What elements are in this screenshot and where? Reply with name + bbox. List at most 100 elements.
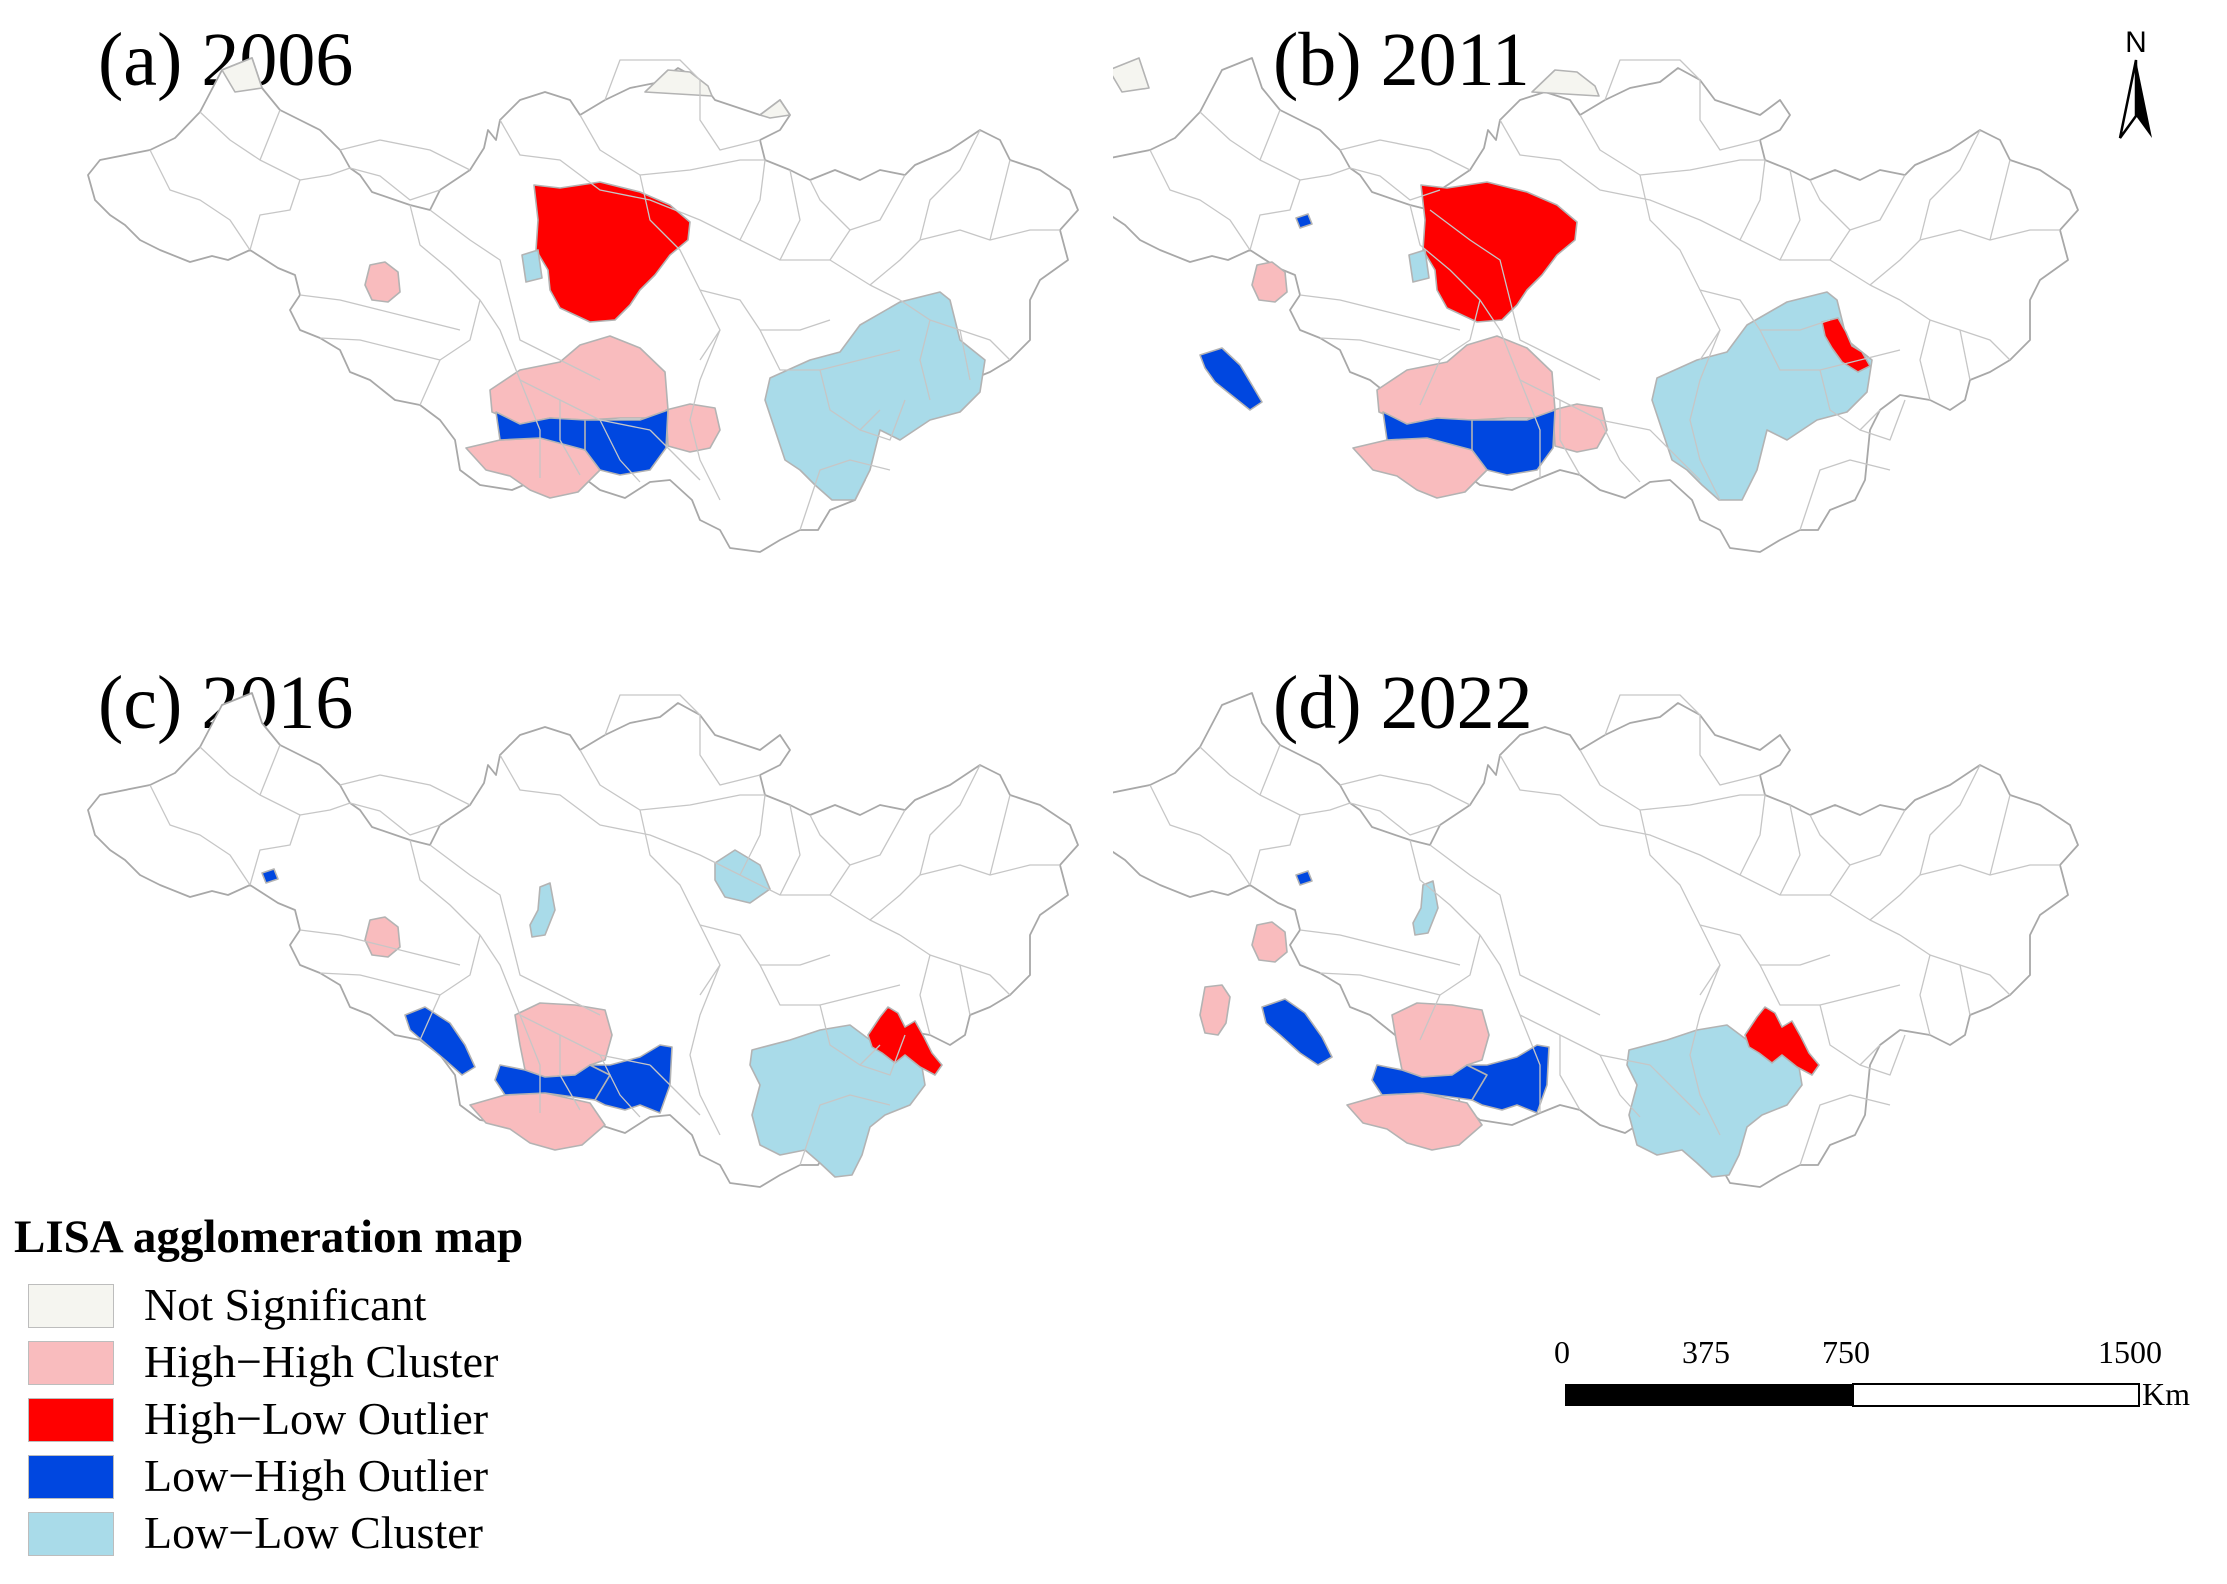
scale-tick-0: 0 bbox=[1554, 1334, 1570, 1370]
boundary-line bbox=[819, 369, 881, 431]
region-low-low bbox=[749, 1024, 926, 1178]
region-high-high bbox=[469, 1092, 606, 1151]
region-high-low bbox=[1821, 317, 1871, 373]
boundary-line bbox=[1299, 294, 1461, 331]
boundary-line bbox=[829, 809, 906, 896]
boundary-line bbox=[639, 809, 721, 996]
legend-label-low-low: Low−Low Cluster bbox=[144, 1507, 483, 1558]
boundary-line bbox=[1739, 794, 1766, 876]
region-high-high bbox=[1251, 921, 1288, 963]
boundary-line bbox=[579, 114, 765, 176]
boundary-line bbox=[599, 419, 641, 483]
boundary-line bbox=[1819, 369, 1881, 431]
region-low-high bbox=[1261, 998, 1333, 1066]
map-panel-2006: (a) 2006 bbox=[0, 0, 1113, 640]
boundary-line bbox=[799, 1094, 891, 1166]
region-outline bbox=[1113, 692, 2079, 1188]
legend-label-high-high: High−High Cluster bbox=[144, 1336, 499, 1387]
boundary-line bbox=[779, 804, 801, 896]
region-high-high bbox=[1552, 403, 1608, 453]
boundary-line bbox=[869, 229, 1060, 286]
boundary-line bbox=[559, 400, 581, 476]
boundary-line bbox=[1989, 159, 2011, 241]
boundary-line bbox=[349, 802, 441, 836]
region-low-high bbox=[1295, 213, 1313, 229]
region-not-significant bbox=[759, 99, 791, 119]
boundary-line bbox=[199, 111, 301, 181]
boundary-line bbox=[919, 954, 931, 1036]
legend-item-low-low: Low−Low Cluster bbox=[28, 1504, 628, 1562]
legend-swatch-not-significant bbox=[28, 1284, 114, 1328]
panel-title-2022: (d) 2022 bbox=[1273, 661, 1533, 745]
boundary-line bbox=[429, 844, 601, 1016]
boundary-line bbox=[959, 964, 971, 1016]
legend-label-not-significant: Not Significant bbox=[144, 1279, 427, 1330]
lisa-map-2006 bbox=[87, 57, 1079, 553]
boundary-line bbox=[1859, 399, 1906, 441]
region-high-high bbox=[1251, 261, 1288, 303]
legend-swatch-low-low bbox=[28, 1512, 114, 1556]
boundary-line bbox=[1779, 169, 1801, 261]
boundary-line bbox=[1319, 972, 1441, 996]
scale-unit: Km bbox=[2142, 1376, 2190, 1412]
map-panel-2011: (b) 2011 bbox=[1113, 0, 2226, 640]
region-high-high bbox=[665, 403, 721, 453]
boundary-line bbox=[1739, 159, 1766, 241]
scale-tick-1500: 1500 bbox=[2098, 1334, 2162, 1370]
lisa-map-2016 bbox=[87, 692, 1079, 1188]
boundary-line bbox=[869, 864, 1060, 921]
boundary-line bbox=[1499, 754, 1901, 936]
scale-bar: 0 375 750 1500 Km bbox=[1550, 1334, 2227, 1424]
boundary-line bbox=[819, 1004, 881, 1066]
boundary-line bbox=[429, 209, 601, 381]
boundary-line bbox=[1149, 149, 1251, 251]
boundary-line bbox=[959, 329, 971, 381]
scale-bar-graphic bbox=[1565, 1383, 2140, 1407]
boundary-line bbox=[1639, 174, 1721, 361]
boundary-line bbox=[299, 294, 461, 331]
boundary-line bbox=[499, 119, 901, 301]
legend-label-low-high: Low−High Outlier bbox=[144, 1450, 489, 1501]
boundary-line bbox=[599, 1054, 641, 1118]
legend-swatch-high-low bbox=[28, 1398, 114, 1442]
boundary-line bbox=[809, 814, 851, 866]
boundary-line bbox=[604, 694, 701, 736]
boundary-line bbox=[1689, 964, 1721, 1136]
region-high-low bbox=[867, 1006, 943, 1076]
lisa-map-2022 bbox=[1113, 692, 2079, 1188]
boundary-line bbox=[339, 139, 471, 171]
boundary-line bbox=[1419, 934, 1481, 1041]
boundary-line bbox=[1349, 167, 1441, 201]
region-low-low bbox=[1626, 1024, 1803, 1178]
map-panel-2022: (d) 2022 bbox=[1113, 635, 2226, 1275]
region-low-high bbox=[1466, 1044, 1550, 1114]
region-low-low bbox=[764, 291, 986, 501]
boundary-line bbox=[1199, 746, 1301, 816]
region-high-low bbox=[533, 181, 691, 323]
boundary-line bbox=[1199, 111, 1301, 181]
legend-item-high-low: High−Low Outlier bbox=[28, 1390, 628, 1448]
boundary-line bbox=[1339, 774, 1471, 806]
boundary-line bbox=[1869, 864, 2060, 921]
boundary-line bbox=[1959, 329, 1971, 381]
boundary-line bbox=[919, 129, 981, 241]
boundary-line bbox=[559, 1035, 581, 1111]
legend-label-high-low: High−Low Outlier bbox=[144, 1393, 489, 1444]
boundary-line bbox=[989, 794, 1011, 876]
boundary-line bbox=[1339, 139, 1471, 171]
boundary-line bbox=[319, 972, 441, 996]
region-not-significant bbox=[644, 69, 713, 97]
boundary-line bbox=[1689, 329, 1721, 501]
boundary-line bbox=[259, 744, 281, 796]
boundary-line bbox=[419, 299, 481, 406]
legend-title: LISA agglomeration map bbox=[14, 1211, 524, 1263]
boundary-line bbox=[1429, 209, 1601, 381]
region-low-high bbox=[589, 1044, 673, 1114]
boundary-line bbox=[1519, 379, 1541, 478]
boundary-line bbox=[1259, 744, 1281, 796]
north-arrow-icon bbox=[2118, 59, 2152, 139]
boundary-line bbox=[1829, 174, 1906, 261]
region-not-significant bbox=[1531, 69, 1600, 97]
boundary-line bbox=[149, 784, 251, 886]
boundary-line bbox=[829, 174, 906, 261]
